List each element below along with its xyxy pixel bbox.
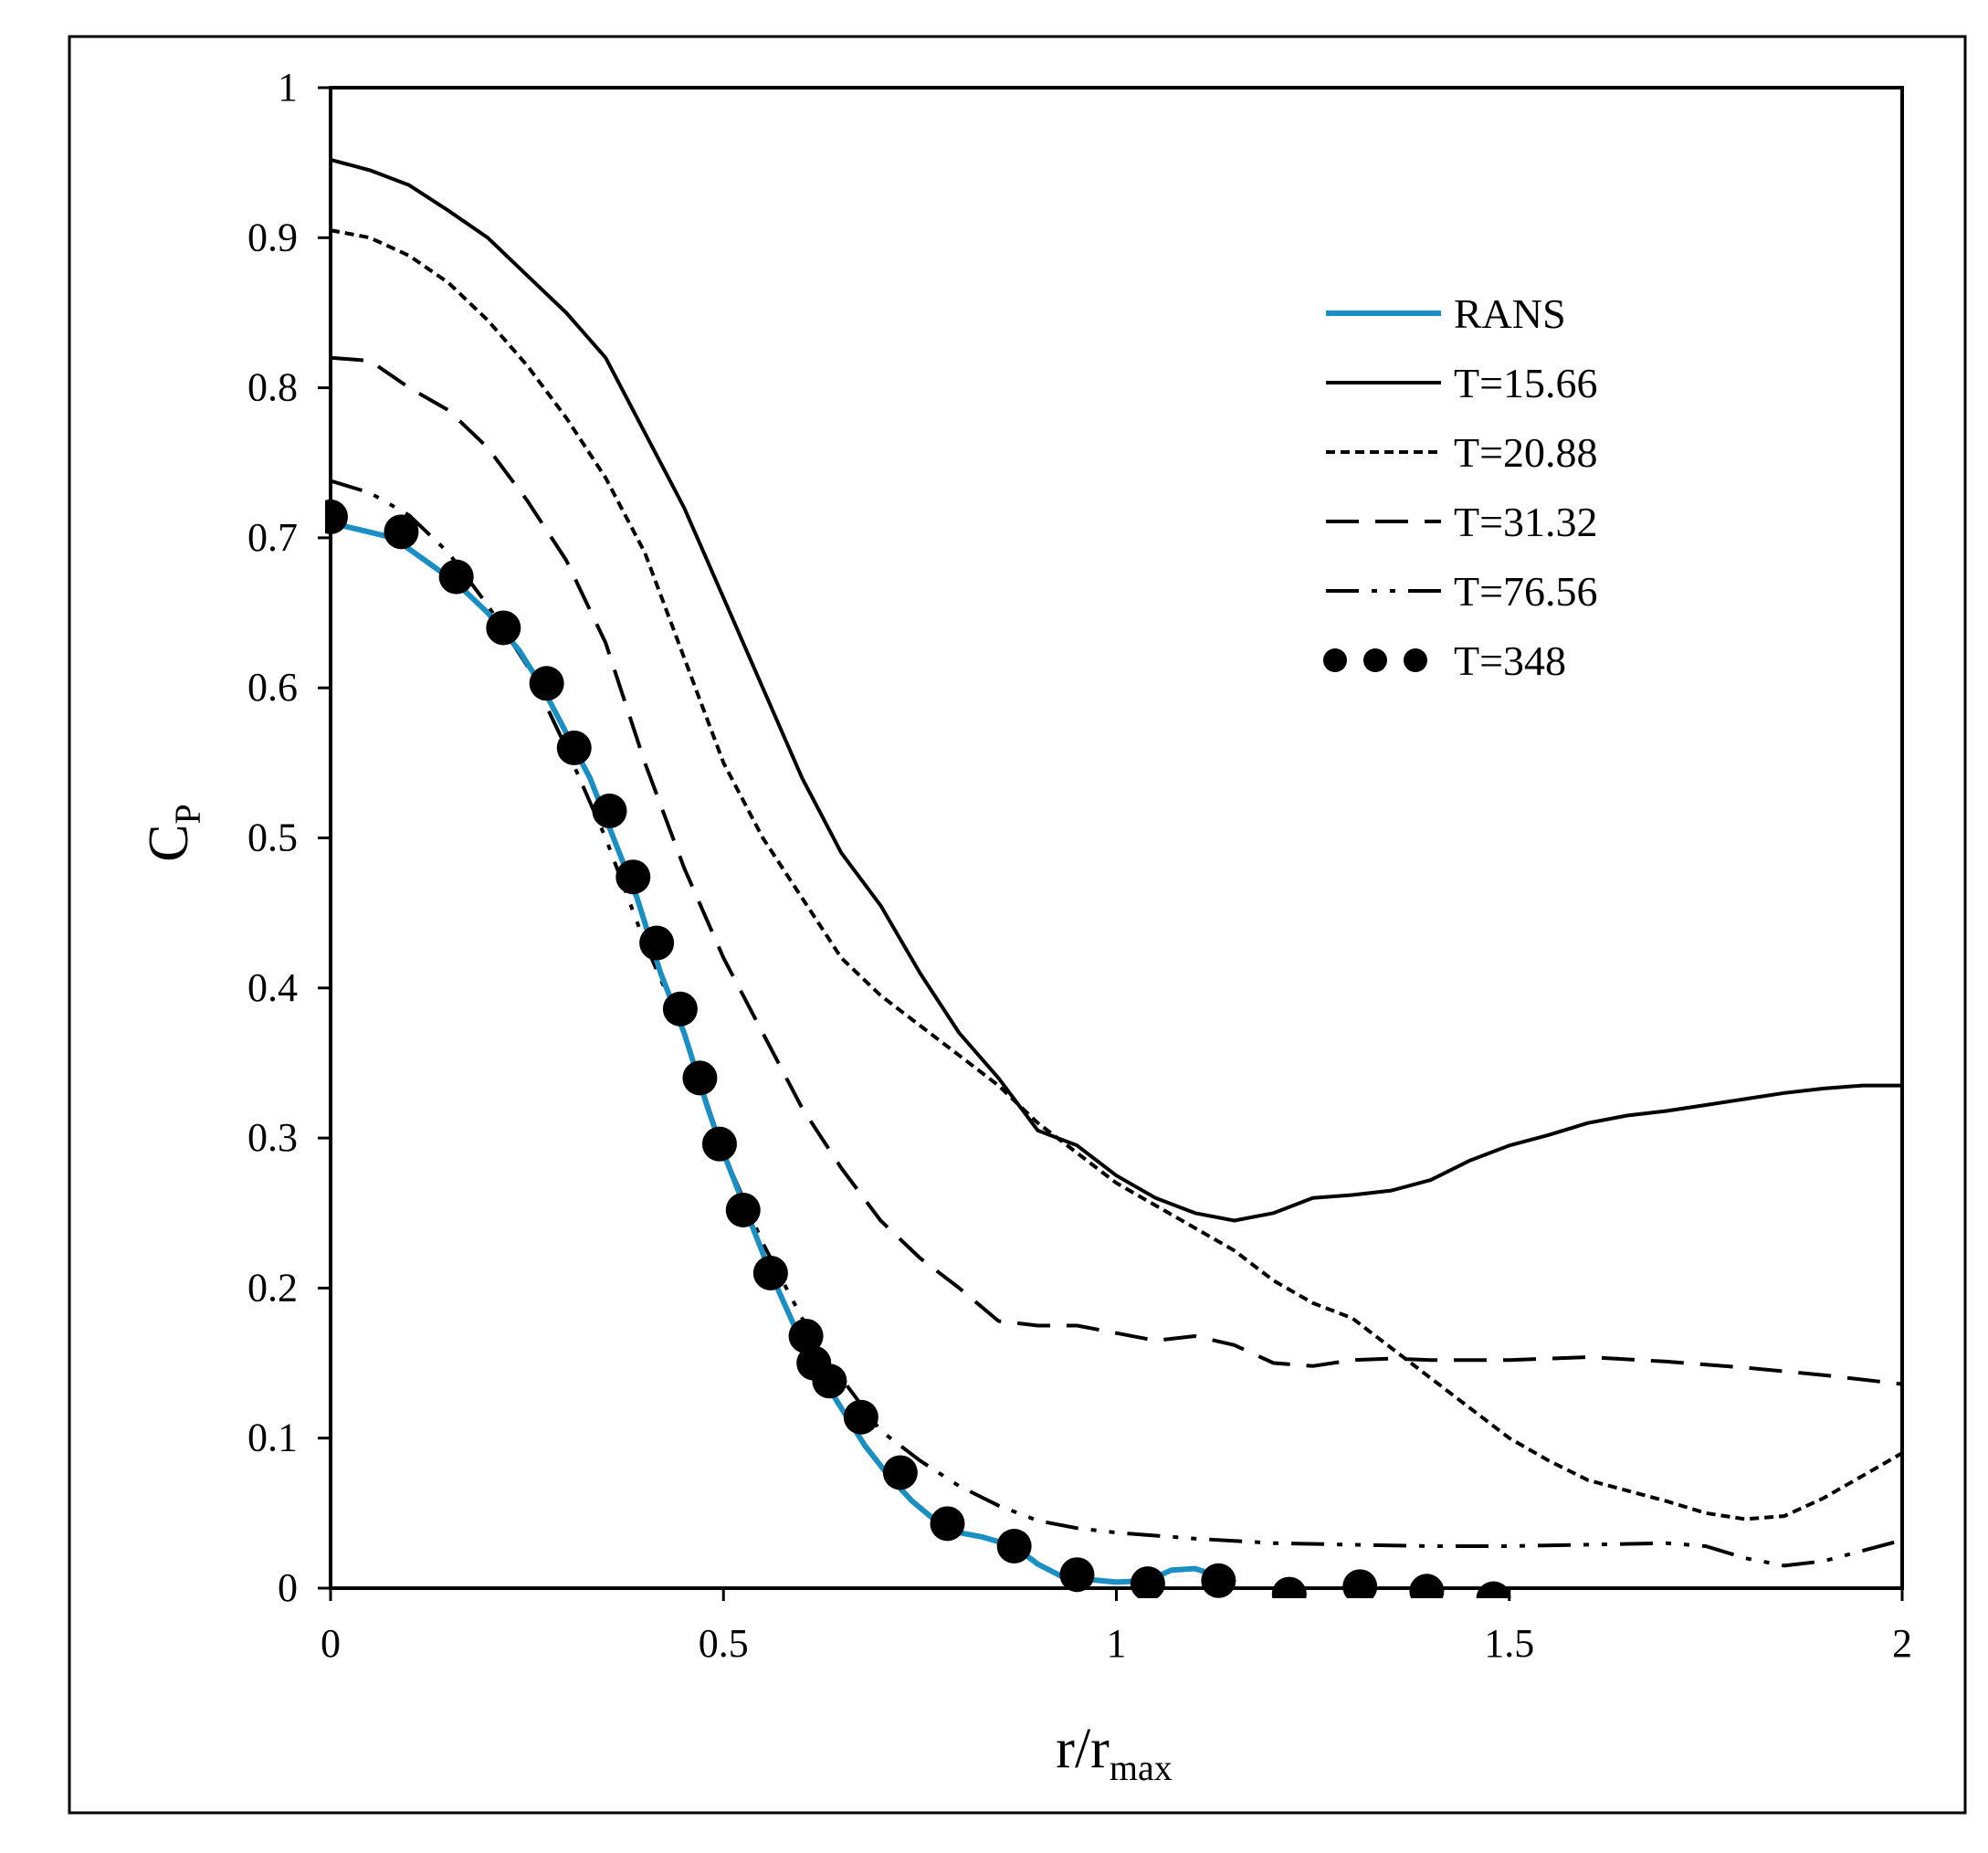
x-axis-label-main: r/r: [1056, 1718, 1110, 1780]
legend-label-rans: RANS: [1454, 290, 1566, 337]
series-t-348-point: [1201, 1563, 1236, 1598]
y-tick-label: 0.2: [247, 1265, 298, 1310]
series-t-348-point: [996, 1528, 1032, 1563]
y-tick-label: 0: [278, 1565, 298, 1610]
series-t-348-point: [1271, 1576, 1307, 1598]
y-tick-label: 1: [278, 65, 298, 110]
x-axis-label: r/rmax: [1056, 1718, 1172, 1788]
legend-swatch-t-348: [1404, 648, 1427, 672]
series-t-348-point: [930, 1506, 965, 1542]
legend-label-t-31-32: T=31.32: [1454, 499, 1598, 545]
series-t-20-88-line: [330, 228, 1902, 1521]
x-axis-label-sub: max: [1110, 1747, 1173, 1788]
series-t-348-point: [615, 859, 651, 895]
y-axis-label-sub: P: [167, 804, 208, 824]
series-t-76-56-line: [330, 479, 1902, 1568]
x-tick-label: 0.5: [699, 1621, 749, 1666]
series-t-31-32-line: [330, 355, 1902, 1386]
y-axis-label: CP: [138, 804, 208, 862]
series-t-348-point: [701, 1126, 737, 1162]
y-axis-label-main: C: [138, 824, 200, 861]
series-t-348-point: [725, 1192, 761, 1227]
series-t-348-point: [325, 499, 348, 534]
series-t-348-point: [1342, 1569, 1378, 1598]
x-tick-label: 0: [321, 1621, 341, 1666]
y-tick-label: 0.4: [247, 965, 298, 1010]
series-t-348-point: [486, 610, 521, 646]
y-tick-label: 0.9: [247, 215, 298, 259]
x-tick-label: 1: [1107, 1621, 1127, 1666]
series-t-348-point: [788, 1318, 824, 1353]
legend-label-t-20-88: T=20.88: [1454, 429, 1598, 476]
series-t-348-point: [529, 666, 564, 701]
series-t-348-point: [682, 1060, 718, 1096]
legend-swatch-t-348: [1363, 648, 1387, 672]
series-t-348-point: [592, 793, 627, 828]
legend-label-t-76-56: T=76.56: [1454, 568, 1598, 615]
series-t-348-point: [1476, 1581, 1511, 1598]
y-tick-label: 0.1: [247, 1416, 298, 1460]
series-t-348-point: [1130, 1566, 1165, 1598]
y-tick-label: 0.8: [247, 365, 298, 410]
x-tick-label: 2: [1892, 1621, 1912, 1666]
y-tick-label: 0.7: [247, 515, 298, 560]
series-t-348-point: [843, 1399, 878, 1435]
series-t-348-point: [812, 1363, 847, 1399]
x-tick-label: 1.5: [1484, 1621, 1534, 1666]
legend-swatch-t-348: [1323, 648, 1347, 672]
series-t-348-point: [882, 1455, 918, 1490]
y-tick-label: 0.5: [247, 816, 298, 860]
series-t-348-point: [752, 1255, 788, 1290]
axes: 0 0.1 0.2 0.3 0.4 0.5 0.6 0.7 0.8 0.9 1 0 0.5 1 1.5 2: [247, 65, 1912, 1666]
series-t-348-point: [1059, 1557, 1095, 1593]
legend: RANS T=15.66 T=20.88 T=31.32 T=76.56 T=348: [1323, 290, 1598, 684]
legend-label-t-15-66: T=15.66: [1454, 360, 1598, 406]
series-t-348-point: [639, 925, 675, 961]
legend-label-t-348: T=348: [1454, 637, 1566, 684]
series-t-348-point: [1409, 1574, 1445, 1598]
y-tick-label: 0.3: [247, 1115, 298, 1160]
series-lines: [325, 157, 1902, 1598]
series-t-348-point: [556, 730, 592, 765]
outer-frame: [68, 35, 1967, 1815]
series-t-348-point: [662, 991, 698, 1027]
y-tick-label: 0.6: [247, 665, 298, 710]
series-t-348-point: [384, 514, 419, 550]
series-t-348-point: [438, 559, 474, 595]
series-t-15-66-line: [330, 157, 1902, 1223]
